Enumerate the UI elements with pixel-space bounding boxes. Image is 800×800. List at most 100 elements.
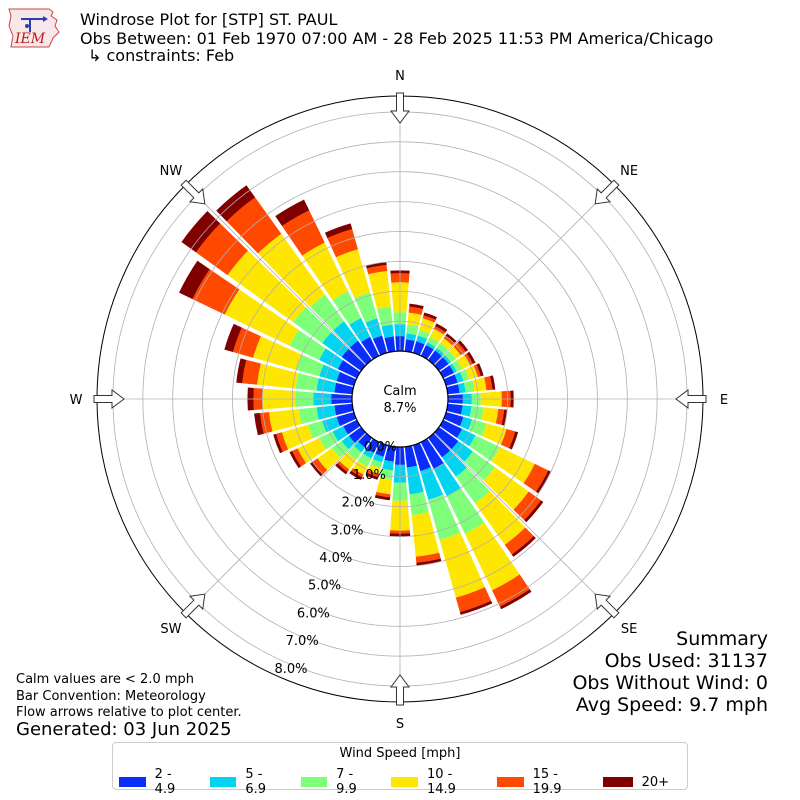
wind-bar-segment: [460, 416, 473, 430]
direction-label: SE: [621, 622, 637, 637]
flow-arrow: [180, 179, 206, 205]
wind-bar-segment: [434, 427, 459, 450]
wind-bar-segment: [368, 270, 391, 310]
wind-bar-segment: [406, 324, 419, 336]
wind-bar-segment: [473, 364, 481, 378]
wind-bar-segment: [298, 407, 319, 425]
flow-arrow: [390, 92, 410, 124]
wind-bar-segment: [370, 459, 383, 469]
direction-label: NE: [620, 164, 638, 179]
wind-bar-segment: [365, 472, 379, 480]
generated-date: Generated: 03 Jun 2025: [16, 719, 232, 740]
wind-bar-segment: [236, 358, 247, 384]
wind-bar-segment: [501, 409, 508, 426]
wind-bar-segment: [524, 500, 544, 523]
wind-bar-segment: [337, 461, 350, 472]
wind-bar-segment: [384, 336, 396, 353]
radial-tick-label: 7.0%: [286, 634, 319, 649]
legend-label: 15 - 19.9: [532, 767, 562, 797]
wind-bar-segment: [439, 532, 485, 598]
wind-bar-segment: [495, 408, 505, 425]
wind-bar-segment: [475, 491, 526, 545]
wind-bar-segment: [324, 223, 353, 239]
wind-bar-segment: [466, 351, 476, 364]
radial-tick-label: 6.0%: [297, 606, 330, 621]
wind-bar-segment: [484, 376, 493, 391]
legend-label: 10 - 14.9: [426, 767, 456, 797]
wind-bar-segment: [457, 340, 469, 352]
wind-bar-segment: [427, 336, 439, 348]
legend-item: 7 - 9.9: [300, 767, 374, 797]
wind-bar-segment: [420, 467, 444, 500]
wind-bar-segment: [535, 470, 551, 494]
wind-bar-segment: [422, 315, 436, 323]
wind-bar-segment: [404, 339, 415, 353]
summary-heading: Summary: [676, 628, 768, 650]
wind-bar-segment: [436, 343, 449, 354]
wind-bar-segment: [412, 442, 431, 472]
wind-bar-segment: [442, 355, 452, 365]
wind-bar-segment: [464, 522, 520, 591]
wind-bar-segment: [352, 460, 368, 475]
wind-bar-segment: [354, 292, 378, 323]
wind-bar-segment: [332, 291, 362, 325]
wind-bar-segment: [445, 350, 456, 363]
wind-bar-segment: [443, 335, 455, 346]
wind-bar-segment: [343, 419, 361, 435]
wind-bar-segment: [302, 242, 349, 301]
summary-avg-speed: Avg Speed: 9.7 mph: [575, 694, 768, 716]
wind-bar-segment: [293, 307, 332, 344]
direction-label: E: [720, 393, 728, 408]
wind-bar-segment: [415, 552, 441, 563]
wind-bar-segment: [429, 328, 444, 343]
wind-bar-segment: [428, 433, 451, 458]
flow-arrows-note: Flow arrows relative to plot center.: [16, 705, 242, 720]
legend: Wind Speed [mph] 2 - 4.9 5 - 6.9 7 - 9.9 10…: [112, 742, 688, 797]
wind-bar-segment: [491, 447, 535, 484]
wind-bar-segment: [366, 438, 380, 454]
wind-bar-segment: [297, 437, 326, 464]
wind-bar-segment: [504, 527, 534, 555]
wind-bar-segment: [365, 318, 383, 339]
wind-bar-segment: [322, 416, 340, 433]
wind-bar-segment: [509, 431, 519, 450]
wind-bar-segment: [349, 318, 371, 343]
wind-bar-segment: [446, 488, 485, 534]
flow-arrow: [390, 674, 410, 706]
wind-bar-segment: [336, 371, 357, 387]
obs-period: Obs Between: 01 Feb 1970 07:00 AM - 28 F…: [80, 29, 714, 48]
wind-bar-segment: [513, 491, 541, 521]
wind-bar-segment: [464, 353, 473, 366]
wind-bar-segment: [366, 262, 387, 269]
legend-title: Wind Speed [mph]: [339, 746, 461, 761]
wind-bar-segment: [456, 428, 476, 447]
wind-bar-segment: [334, 403, 354, 416]
wind-bar-segment: [428, 350, 442, 365]
direction-label: S: [396, 717, 404, 732]
legend-item: 20+: [602, 775, 669, 790]
wind-bar-segment: [351, 468, 364, 478]
wind-bar-segment: [310, 294, 345, 331]
wind-bar-segment: [451, 440, 473, 462]
wind-bar-segment: [216, 185, 256, 222]
wind-bar-segment: [372, 335, 388, 356]
grid-spoke: [433, 185, 614, 366]
radial-tick-label: 2.0%: [342, 496, 375, 511]
wind-bar-segment: [375, 442, 388, 457]
wind-bar-segment: [456, 355, 471, 370]
wind-bar-segment: [273, 433, 283, 454]
wind-bar-segment: [339, 452, 357, 470]
radial-tick-label: 8.0%: [274, 662, 307, 677]
wind-bar-segment: [384, 445, 396, 462]
wind-bar-segment: [275, 199, 310, 227]
legend-label: 5 - 6.9: [245, 767, 267, 797]
wind-bar-segment: [483, 467, 529, 510]
wind-bar-segment: [319, 348, 344, 370]
wind-bar-segment: [443, 374, 458, 387]
wind-bar-segment: [312, 458, 328, 475]
wind-bar-segment: [366, 265, 388, 275]
wind-bar-segment: [375, 491, 391, 498]
direction-label: W: [70, 393, 83, 408]
wind-bar-segment: [500, 428, 516, 449]
wind-bar-segment: [366, 469, 379, 477]
